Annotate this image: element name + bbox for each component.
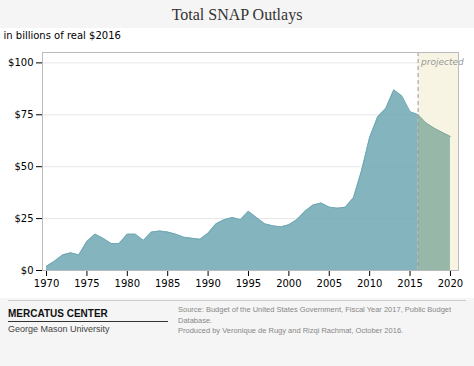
html-text:MERCATUS CENTER: MERCATUS CENTER [8,307,108,319]
svg-text:in billions of real $2016: in billions of real $2016 [4,30,121,41]
svg-text:$0: $0 [21,265,34,276]
svg-text:1975: 1975 [74,278,99,289]
svg-text:2015: 2015 [397,278,422,289]
svg-text:1990: 1990 [195,278,220,289]
svg-text:1980: 1980 [115,278,140,289]
html-text:George Mason University: George Mason University [8,323,110,334]
html-text:Source: Budget of the United S: Source: Budget of the United States Gove… [178,305,452,335]
svg-text:$50: $50 [14,161,33,172]
svg-text:1970: 1970 [34,278,59,289]
svg-text:2000: 2000 [276,278,301,289]
svg-text:$75: $75 [14,109,33,120]
svg-text:1995: 1995 [236,278,261,289]
svg-text:$100: $100 [8,57,33,68]
svg-text:projected: projected [420,57,464,67]
svg-text:2010: 2010 [357,278,382,289]
svg-text:$25: $25 [14,213,33,224]
svg-text:2005: 2005 [317,278,342,289]
svg-text:1985: 1985 [155,278,180,289]
html-text:Total SNAP Outlays: Total SNAP Outlays [171,6,303,23]
svg-text:2020: 2020 [438,278,463,289]
